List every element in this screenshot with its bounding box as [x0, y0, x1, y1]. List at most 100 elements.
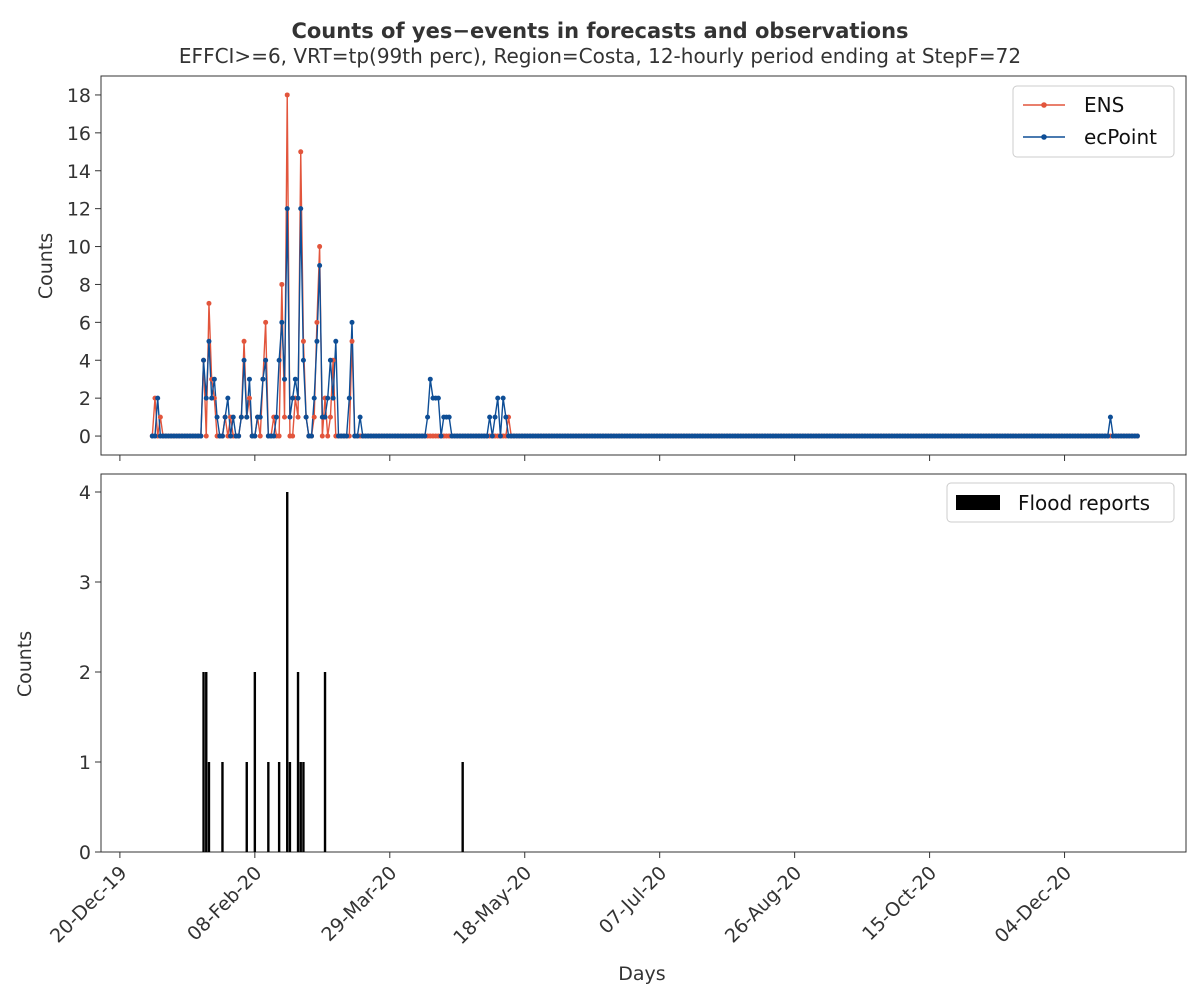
legend-flood-swatch	[956, 495, 1000, 510]
top-y-axis-label: Counts	[35, 233, 57, 299]
data-point-ecpoint	[230, 414, 236, 420]
x-axis-label: Days	[618, 963, 665, 985]
flood-report-bar	[267, 762, 270, 852]
data-point-ens	[282, 414, 288, 420]
data-point-ecpoint	[317, 263, 323, 268]
flood-report-bar	[205, 672, 208, 852]
data-point-ecpoint	[238, 414, 244, 420]
flood-report-bar	[221, 762, 224, 852]
data-point-ecpoint	[438, 433, 444, 439]
bottom-y-tick-label: 1	[79, 752, 91, 774]
bottom-legend: Flood reports	[946, 482, 1175, 523]
bottom-y-tick-label: 0	[79, 842, 91, 864]
flood-report-bar	[302, 762, 305, 852]
data-point-ecpoint	[303, 414, 309, 420]
data-point-ecpoint	[327, 357, 333, 363]
data-point-ecpoint	[435, 395, 441, 401]
top-legend-box	[1012, 85, 1175, 158]
legend-ens-marker	[1041, 102, 1047, 108]
series-line-ecpoint	[152, 208, 1138, 437]
data-point-ecpoint	[206, 338, 212, 344]
data-point-ens	[246, 395, 252, 401]
data-point-ecpoint	[325, 395, 331, 401]
bottom-x-ticks: 20-Dec-19 08-Feb-20 29-Mar-20 18-May-20 07-J…	[46, 852, 1076, 949]
data-point-ecpoint	[314, 338, 320, 344]
top-y-tick-label: 18	[67, 85, 91, 107]
data-point-ecpoint	[354, 433, 360, 439]
bottom-y-ticks: 0 1 2 3 4	[79, 482, 101, 864]
x-tick-label: 29-Mar-20	[317, 862, 401, 946]
data-point-ens	[206, 300, 212, 306]
data-point-ecpoint	[273, 414, 279, 420]
data-point-ecpoint	[344, 433, 350, 439]
flood-report-bar	[286, 492, 289, 852]
data-point-ens	[279, 281, 285, 287]
data-point-ecpoint	[292, 376, 298, 382]
flood-report-bar	[461, 762, 464, 852]
bottom-y-tick-label: 2	[79, 662, 91, 684]
data-point-ecpoint	[495, 395, 501, 401]
data-point-ecpoint	[155, 395, 161, 401]
data-point-ecpoint	[497, 433, 503, 439]
legend-ens-label: ENS	[1084, 93, 1124, 117]
data-point-ens	[311, 414, 317, 420]
data-point-ens	[263, 319, 269, 325]
data-point-ecpoint	[252, 433, 258, 439]
x-tick-label: 08-Feb-20	[183, 862, 266, 945]
top-series-markers	[149, 92, 1140, 439]
data-point-ecpoint	[322, 414, 328, 420]
data-point-ecpoint	[211, 376, 217, 382]
legend-ecpoint-marker	[1041, 134, 1047, 140]
x-tick-label: 15-Oct-20	[858, 862, 941, 945]
data-point-ecpoint	[333, 338, 339, 344]
flood-report-bar	[253, 672, 257, 852]
data-point-ecpoint	[309, 433, 315, 439]
top-panel: 0 2 4 6 8 10 12 14 16 18 Counts ENS ecPoint	[35, 75, 1187, 461]
bottom-y-tick-label: 3	[79, 572, 91, 594]
data-point-ecpoint	[311, 395, 317, 401]
chart-title: Counts of yes−events in forecasts and ob…	[291, 19, 908, 43]
bottom-legend-box	[946, 482, 1175, 523]
data-point-ecpoint	[260, 376, 266, 382]
flood-report-bar	[296, 672, 300, 852]
data-point-ens	[298, 149, 304, 155]
data-point-ecpoint	[284, 206, 290, 212]
data-point-ecpoint	[487, 414, 493, 420]
top-y-tick-label: 6	[79, 312, 91, 334]
top-y-tick-label: 2	[79, 388, 91, 410]
flood-report-bar	[277, 762, 281, 852]
data-point-ecpoint	[276, 357, 282, 363]
x-tick-label: 18-May-20	[449, 862, 536, 949]
data-point-ens	[203, 433, 209, 439]
data-point-ens	[276, 433, 282, 439]
data-point-ecpoint	[198, 433, 204, 439]
data-point-ecpoint	[330, 395, 336, 401]
data-point-ecpoint	[257, 414, 263, 420]
legend-ecpoint-label: ecPoint	[1084, 125, 1157, 149]
data-point-ens	[327, 414, 333, 420]
flood-report-bar	[202, 672, 205, 852]
data-point-ecpoint	[427, 376, 433, 382]
data-point-ens	[257, 433, 263, 439]
top-legend: ENS ecPoint	[1012, 85, 1175, 158]
x-tick-label: 20-Dec-19	[46, 862, 131, 947]
data-point-ens	[317, 244, 323, 250]
flood-report-bar	[299, 762, 302, 852]
data-point-ecpoint	[241, 357, 247, 363]
data-point-ecpoint	[236, 433, 242, 439]
data-point-ens	[325, 433, 331, 439]
data-point-ecpoint	[271, 433, 277, 439]
data-point-ecpoint	[246, 376, 252, 382]
data-point-ecpoint	[298, 206, 304, 212]
data-point-ecpoint	[349, 319, 355, 325]
data-point-ecpoint	[290, 395, 296, 401]
top-y-tick-label: 10	[67, 237, 91, 259]
bottom-bars	[202, 492, 464, 852]
data-point-ecpoint	[503, 414, 509, 420]
data-point-ecpoint	[228, 433, 234, 439]
data-point-ecpoint	[1105, 433, 1111, 439]
data-point-ecpoint	[295, 395, 301, 401]
data-point-ecpoint	[425, 414, 431, 420]
data-point-ecpoint	[225, 395, 231, 401]
top-series-lines	[151, 94, 1138, 437]
